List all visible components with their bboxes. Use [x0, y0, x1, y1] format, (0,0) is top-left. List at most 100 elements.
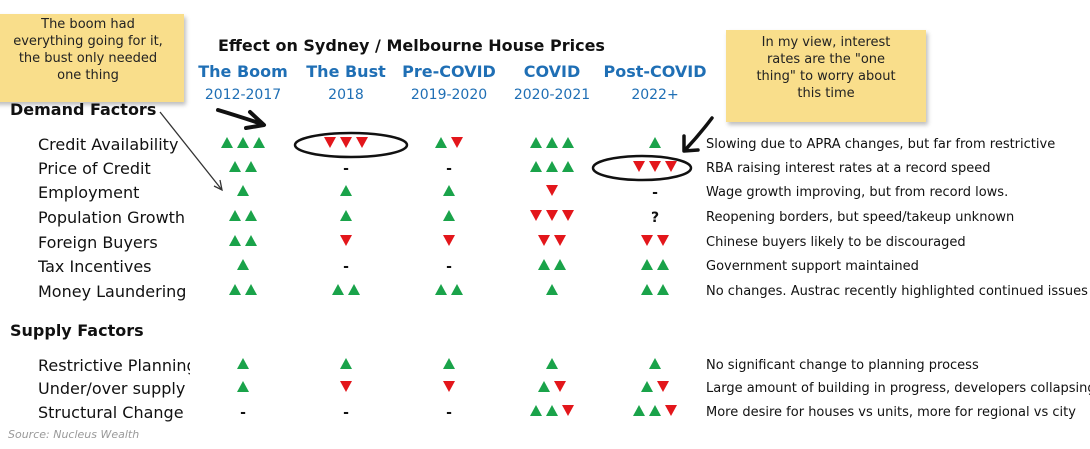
up-arrow-icon: [641, 284, 653, 295]
down-arrow-icon: [554, 235, 566, 246]
source-caption: Source: Nucleus Wealth: [8, 428, 140, 441]
down-arrow-icon: [451, 137, 463, 148]
annotation-arrowhead-employment: [213, 179, 223, 192]
chart-title: Effect on Sydney / Melbourne House Price…: [218, 36, 605, 55]
down-arrow-icon: [633, 161, 645, 172]
column-period: 2018: [328, 87, 364, 103]
down-arrow-icon: [546, 185, 558, 196]
section-heading: Supply Factors: [10, 321, 144, 340]
signal-cell: [639, 259, 671, 270]
column-period: 2020-2021: [513, 87, 591, 103]
up-arrow-icon: [435, 284, 447, 295]
up-arrow-icon: [443, 358, 455, 369]
down-arrow-icon: [443, 235, 455, 246]
down-arrow-icon: [649, 161, 661, 172]
signal-cell: [441, 358, 457, 369]
signal-cell: [528, 405, 576, 416]
signal-cell: [528, 210, 576, 221]
row-label: Credit Availability: [38, 135, 179, 154]
signal-cell: [639, 235, 671, 246]
down-arrow-icon: [657, 235, 669, 246]
up-arrow-icon: [237, 137, 249, 148]
signal-cell: [227, 161, 259, 172]
up-arrow-icon: [546, 405, 558, 416]
down-arrow-icon: [538, 235, 550, 246]
signal-cell: [528, 161, 576, 172]
up-arrow-icon: [332, 284, 344, 295]
up-arrow-icon: [530, 137, 542, 148]
signal-cell: [536, 259, 568, 270]
note-left-line: everything going for it,: [13, 34, 163, 49]
signal-cell: [235, 381, 251, 392]
up-arrow-icon: [237, 259, 249, 270]
signal-cell: [235, 358, 251, 369]
signal-cell: [338, 235, 354, 246]
row-comment: Reopening borders, but speed/takeup unkn…: [706, 210, 1015, 225]
signal-cell: [219, 137, 267, 148]
signal-cell: [441, 185, 457, 196]
note-right-line: thing" to worry about: [756, 69, 896, 84]
row-label: Employment: [38, 183, 140, 202]
up-arrow-icon: [237, 185, 249, 196]
annotation-arrowhead-boom: [244, 110, 266, 130]
up-arrow-icon: [229, 284, 241, 295]
neutral-mark: -: [240, 405, 246, 421]
section-heading: Demand Factors: [10, 100, 157, 119]
signal-cell: [433, 284, 465, 295]
up-arrow-icon: [237, 381, 249, 392]
up-arrow-icon: [546, 161, 558, 172]
up-arrow-icon: [554, 259, 566, 270]
down-arrow-icon: [562, 210, 574, 221]
signal-cell: -: [446, 161, 452, 177]
row-label: Foreign Buyers: [38, 233, 158, 252]
sticky-note-left: The boom had everything going for it, th…: [0, 14, 184, 102]
unknown-mark: ?: [650, 210, 660, 226]
row-comment: Chinese buyers likely to be discouraged: [706, 235, 966, 250]
signal-cell: [536, 235, 568, 246]
signal-cell: ?: [651, 210, 659, 226]
signal-cell: [227, 235, 259, 246]
note-left-line: the bust only needed: [18, 51, 158, 66]
signal-cell: -: [343, 161, 349, 177]
up-arrow-icon: [245, 210, 257, 221]
up-arrow-icon: [451, 284, 463, 295]
neutral-mark: -: [343, 405, 349, 421]
up-arrow-icon: [538, 381, 550, 392]
neutral-mark: -: [343, 161, 349, 177]
up-arrow-icon: [633, 405, 645, 416]
signal-cell: [441, 235, 457, 246]
signal-cell: [544, 358, 560, 369]
down-arrow-icon: [530, 210, 542, 221]
column-header: The Bust: [306, 62, 386, 81]
up-arrow-icon: [348, 284, 360, 295]
down-arrow-icon: [657, 381, 669, 392]
up-arrow-icon: [237, 358, 249, 369]
annotation-arrow-boom: [216, 108, 264, 126]
up-arrow-icon: [657, 259, 669, 270]
down-arrow-icon: [665, 405, 677, 416]
up-arrow-icon: [340, 358, 352, 369]
signal-cell: [338, 185, 354, 196]
signal-cell: [235, 185, 251, 196]
up-arrow-icon: [245, 284, 257, 295]
down-arrow-icon: [546, 210, 558, 221]
down-arrow-icon: [356, 137, 368, 148]
column-period: 2022+: [631, 87, 679, 103]
up-arrow-icon: [340, 185, 352, 196]
down-arrow-icon: [665, 161, 677, 172]
note-right-line: this time: [797, 86, 855, 101]
row-label: Tax Incentives: [38, 257, 152, 276]
signal-cell: [528, 137, 576, 148]
signal-cell: [330, 284, 362, 295]
row-comment: No changes. Austrac recently highlighted…: [706, 284, 1088, 299]
up-arrow-icon: [221, 137, 233, 148]
row-comment: Government support maintained: [706, 259, 919, 274]
up-arrow-icon: [435, 137, 447, 148]
up-arrow-icon: [562, 161, 574, 172]
signal-cell: [639, 381, 671, 392]
neutral-mark: -: [343, 259, 349, 275]
down-arrow-icon: [562, 405, 574, 416]
row-label: Under/over supply: [38, 379, 186, 398]
note-right-line: In my view, interest: [761, 35, 891, 50]
signal-cell: -: [652, 185, 658, 201]
